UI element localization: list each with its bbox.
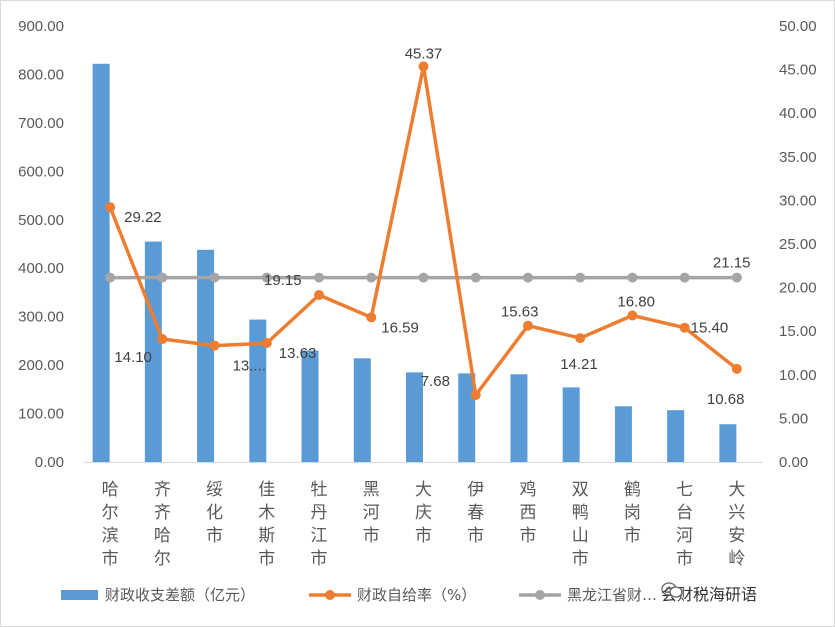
left-axis-tick: 800.00 [18,66,64,83]
province-point [105,272,116,283]
province-point [366,272,377,283]
province-point [679,272,690,283]
bar [719,424,737,462]
rate-data-label: 16.59 [381,319,419,336]
bar [353,358,371,462]
rate-data-label: 16.80 [617,294,655,311]
legend-marker-province [535,590,545,600]
left-axis-tick: 600.00 [18,163,64,180]
rate-data-label: 45.37 [405,45,443,62]
bar [667,410,685,462]
category-label: 黑河市 [363,480,380,546]
bar [197,249,215,462]
left-axis-tick: 900.00 [18,18,64,35]
right-axis-tick: 15.00 [779,323,817,340]
province-point [731,272,742,283]
category-label: 七台河市 [676,480,693,569]
self-sufficiency-line [108,64,738,397]
bar [614,406,632,462]
right-axis-tick: 45.00 [779,62,817,79]
rate-data-label: 29.22 [124,209,162,226]
rate-data-label: 13.... [233,358,266,375]
right-axis-tick: 40.00 [779,105,817,122]
self-sufficiency-point [314,290,325,301]
legend-marker-rate [325,590,335,600]
rate-data-label: 15.40 [691,320,729,337]
category-label: 伊春市 [467,480,484,546]
self-sufficiency-point [627,310,638,321]
left-axis-tick: 100.00 [18,406,64,423]
bar [510,374,528,462]
self-sufficiency-point [575,333,586,344]
right-axis-tick: 20.00 [779,280,817,297]
left-axis-tick: 300.00 [18,309,64,326]
bar [406,372,423,462]
self-sufficiency-point [209,340,220,351]
self-sufficiency-point [731,363,742,374]
wechat-icon [661,582,683,598]
right-axis-tick: 5.00 [779,410,808,427]
self-sufficiency-point [522,320,533,331]
right-axis-tick: 30.00 [779,192,817,209]
right-axis-tick: 35.00 [779,149,817,166]
left-axis-tick: 700.00 [18,115,64,132]
right-axis-tick: 0.00 [779,454,808,471]
legend-label-rate: 财政自给率（%） [357,586,476,604]
self-sufficiency-point [366,312,377,323]
self-sufficiency-point [261,338,272,349]
category-label: 哈尔滨市 [102,480,119,569]
self-sufficiency-point [470,390,481,401]
self-sufficiency-point [418,61,429,72]
left-axis-tick: 0.00 [35,454,64,471]
rate-data-label: 14.21 [560,356,598,373]
category-label: 绥化市 [206,480,223,546]
category-label: 牡丹江市 [311,480,328,569]
legend-label-bars: 财政收支差额（亿元） [105,586,255,604]
category-label: 齐齐哈尔 [154,480,171,569]
province-point [470,272,481,283]
province-point [418,272,429,283]
rate-data-label: 19.15 [264,272,302,289]
category-label: 佳木斯市 [258,480,275,569]
self-sufficiency-point [157,334,168,345]
right-axis-tick: 25.00 [779,236,817,253]
province-point [157,272,168,283]
rate-data-label: 13.63 [279,345,317,362]
right-axis-tick: 50.00 [779,18,817,35]
category-label: 大庆市 [415,480,432,546]
province-point [627,272,638,283]
watermark-text: 会财税海研语 [661,585,758,604]
bar [249,319,267,462]
province-point [209,272,220,283]
self-sufficiency-point [105,202,116,213]
bar [562,387,580,462]
category-label: 大兴安岭 [728,480,745,569]
self-sufficiency-point [679,322,690,333]
rate-data-label: 15.63 [501,304,539,321]
province-point [575,272,586,283]
rate-data-label: 10.68 [707,391,745,408]
left-axis-tick: 500.00 [18,212,64,229]
legend-swatch-bars [61,590,98,600]
left-axis-tick: 200.00 [18,357,64,374]
province-data-label: 21.15 [713,255,751,272]
bar [92,63,110,462]
right-axis-tick: 10.00 [779,367,817,384]
bar [301,350,319,462]
province-point [314,272,325,283]
watermark: 会财税海研语 [661,581,758,605]
category-label: 鸡西市 [519,480,536,546]
left-axis-tick: 400.00 [18,260,64,277]
category-label: 双鸭山市 [572,480,589,569]
legend-label-province: 黑龙江省财… [567,586,657,604]
rate-data-label: 14.10 [114,349,152,366]
province-point [261,272,272,283]
bar [144,241,162,462]
category-label: 鹤岗市 [624,480,641,546]
province-point [522,272,533,283]
rate-data-label: 7.68 [421,373,450,390]
